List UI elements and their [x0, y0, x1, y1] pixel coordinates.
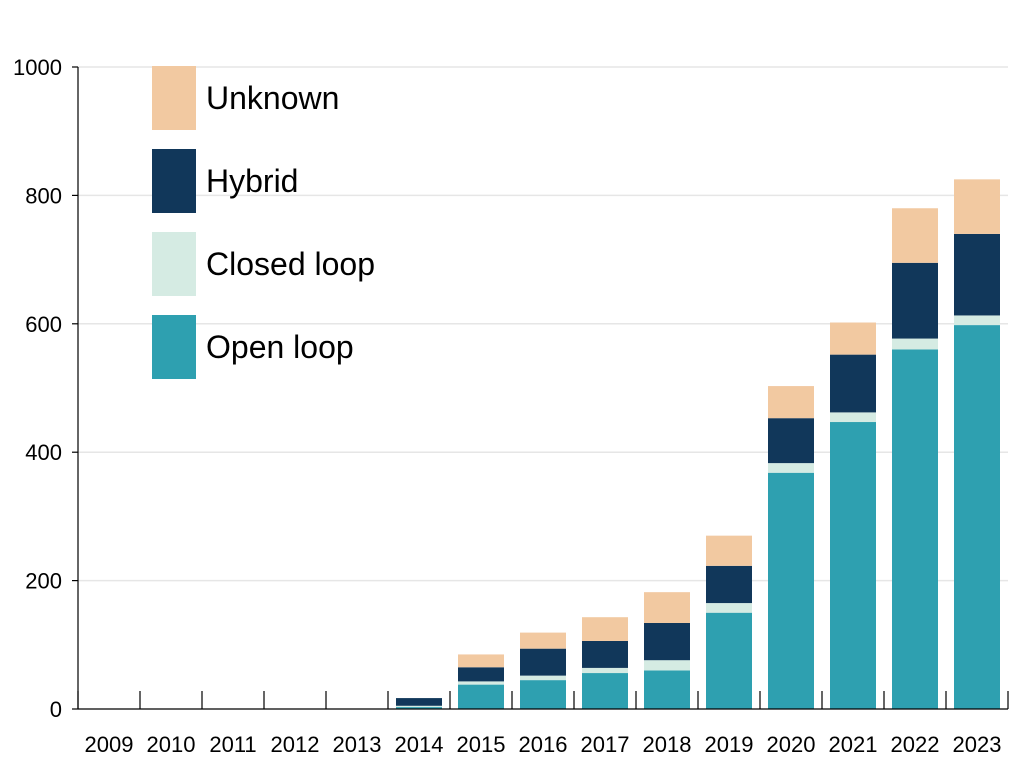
- y-axis-ticks: 0 200 400 600 800 1000: [13, 55, 78, 722]
- bar-open-loop-2022: [892, 349, 938, 709]
- y-tick-label-200: 200: [25, 569, 62, 594]
- bar-unknown-2016: [520, 632, 566, 649]
- bar-unknown-2021: [830, 322, 876, 355]
- x-tick-label-2013: 2013: [333, 732, 382, 757]
- legend-swatch-closed-loop: [152, 232, 196, 296]
- bar-closed-loop-2016: [520, 675, 566, 681]
- x-tick-label-2017: 2017: [581, 732, 630, 757]
- bar-open-loop-2014: [396, 707, 442, 709]
- y-tick-label-400: 400: [25, 440, 62, 465]
- y-tick-label-1000: 1000: [13, 55, 62, 80]
- bar-closed-loop-2019: [706, 603, 752, 613]
- bar-unknown-2022: [892, 208, 938, 263]
- legend-label-unknown: Unknown: [206, 80, 339, 116]
- bar-closed-loop-2014: [396, 705, 442, 708]
- x-tick-label-2014: 2014: [395, 732, 444, 757]
- bars: [396, 179, 1000, 709]
- bar-closed-loop-2017: [582, 667, 628, 674]
- legend-swatch-hybrid: [152, 149, 196, 213]
- bar-open-loop-2015: [458, 684, 504, 709]
- x-tick-label-2015: 2015: [457, 732, 506, 757]
- bar-closed-loop-2021: [830, 412, 876, 423]
- bar-hybrid-2016: [520, 648, 566, 676]
- bar-closed-loop-2015: [458, 681, 504, 685]
- bar-closed-loop-2020: [768, 463, 814, 473]
- bar-open-loop-2016: [520, 680, 566, 709]
- x-axis-ticks: 2009 2010 2011 2012 2013 2014 2015 2016 2017 2018…: [77, 691, 1009, 757]
- legend-label-hybrid: Hybrid: [206, 163, 298, 199]
- bar-unknown-2020: [768, 386, 814, 419]
- legend-label-closed-loop: Closed loop: [206, 246, 375, 282]
- x-tick-label-2018: 2018: [643, 732, 692, 757]
- bar-open-loop-2017: [582, 673, 628, 709]
- axes: [77, 67, 1008, 710]
- x-tick-label-2012: 2012: [271, 732, 320, 757]
- legend-swatch-unknown: [152, 66, 196, 130]
- bar-hybrid-2022: [892, 262, 938, 339]
- bar-hybrid-2020: [768, 418, 814, 464]
- y-tick-label-600: 600: [25, 312, 62, 337]
- legend-label-open-loop: Open loop: [206, 329, 354, 365]
- bar-closed-loop-2018: [644, 660, 690, 671]
- x-tick-label-2020: 2020: [767, 732, 816, 757]
- bar-open-loop-2020: [768, 472, 814, 709]
- x-tick-label-2009: 2009: [85, 732, 134, 757]
- bar-open-loop-2018: [644, 670, 690, 709]
- bar-open-loop-2019: [706, 612, 752, 709]
- legend: Unknown Hybrid Closed loop Open loop: [152, 66, 375, 379]
- x-tick-label-2023: 2023: [953, 732, 1002, 757]
- x-tick-label-2021: 2021: [829, 732, 878, 757]
- bar-hybrid-2017: [582, 640, 628, 668]
- x-tick-label-2010: 2010: [147, 732, 196, 757]
- y-tick-label-800: 800: [25, 183, 62, 208]
- bar-hybrid-2018: [644, 622, 690, 661]
- x-tick-label-2022: 2022: [891, 732, 940, 757]
- bar-unknown-2019: [706, 535, 752, 566]
- bar-closed-loop-2023: [954, 315, 1000, 326]
- bar-open-loop-2021: [830, 422, 876, 709]
- bar-closed-loop-2022: [892, 338, 938, 350]
- bar-unknown-2015: [458, 654, 504, 668]
- y-tick-label-0: 0: [50, 697, 62, 722]
- bar-unknown-2023: [954, 179, 1000, 234]
- bar-hybrid-2015: [458, 667, 504, 682]
- bar-unknown-2018: [644, 592, 690, 623]
- bar-hybrid-2023: [954, 233, 1000, 316]
- bar-hybrid-2019: [706, 565, 752, 604]
- x-tick-label-2019: 2019: [705, 732, 754, 757]
- bar-hybrid-2021: [830, 354, 876, 413]
- x-tick-label-2016: 2016: [519, 732, 568, 757]
- bar-open-loop-2023: [954, 325, 1000, 709]
- x-tick-label-2011: 2011: [209, 732, 256, 757]
- bar-hybrid-2014: [396, 698, 442, 706]
- bar-unknown-2017: [582, 617, 628, 641]
- legend-swatch-open-loop: [152, 315, 196, 379]
